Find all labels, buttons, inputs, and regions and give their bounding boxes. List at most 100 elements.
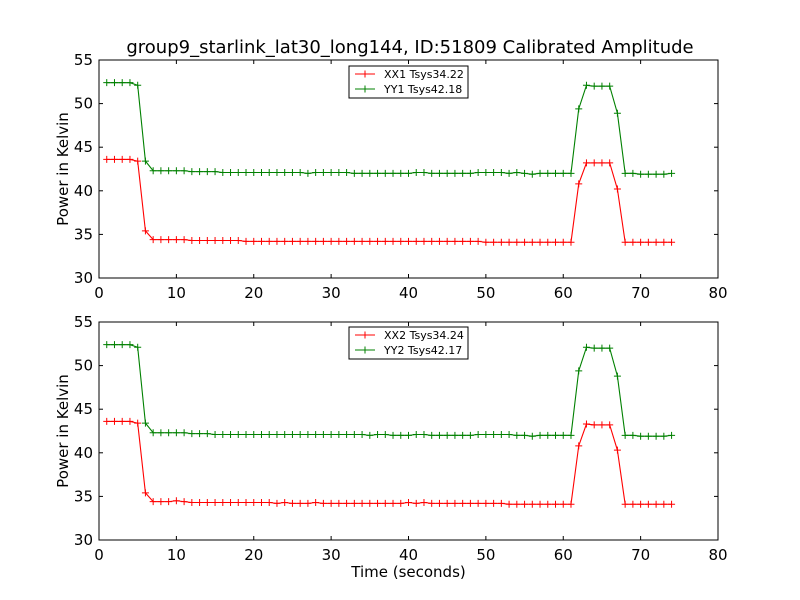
data-point: [234, 499, 242, 507]
data-point: [203, 237, 211, 245]
x-tick-label: 60: [554, 546, 573, 564]
data-point: [474, 237, 482, 245]
data-point: [443, 431, 451, 439]
y-tick-label: 45: [74, 400, 93, 418]
data-point: [312, 430, 320, 438]
x-tick-label: 30: [322, 546, 341, 564]
data-point: [660, 170, 668, 178]
data-point: [660, 500, 668, 508]
data-point: [227, 168, 235, 176]
data-point: [435, 499, 443, 507]
data-point: [552, 500, 560, 508]
data-point: [405, 169, 412, 177]
data-point: [141, 227, 149, 235]
data-point: [250, 237, 258, 245]
data-point: [265, 168, 273, 176]
data-point: [668, 169, 676, 177]
data-point: [165, 429, 173, 437]
data-point: [257, 168, 265, 176]
data-point: [474, 168, 482, 176]
legend: XX1 Tsys34.22 YY1 Tsys42.18: [348, 65, 469, 99]
subplot-1: 0 10 20 30 40 50 60 70 80 30 35 40 45 50 55 Power in Ke…: [54, 51, 728, 302]
legend-box: [348, 65, 469, 99]
data-point: [134, 343, 142, 351]
data-point: [420, 499, 428, 507]
data-point: [327, 237, 335, 245]
data-point: [118, 79, 126, 87]
data-point: [141, 419, 149, 427]
x-tick-label: 50: [476, 284, 495, 302]
data-point: [466, 431, 474, 439]
data-point: [126, 155, 134, 163]
data-point: [180, 167, 188, 175]
data-point: [613, 185, 621, 193]
data-point: [273, 430, 281, 438]
data-point: [613, 109, 621, 117]
data-point: [590, 82, 598, 90]
x-tick-label: 40: [399, 284, 418, 302]
data-point: [358, 499, 366, 507]
data-point: [397, 237, 405, 245]
data-point: [621, 238, 629, 246]
data-point: [606, 82, 614, 90]
data-point: [567, 431, 575, 439]
data-point: [582, 343, 590, 351]
data-point: [536, 238, 544, 246]
data-point: [165, 498, 173, 506]
data-point: [134, 81, 142, 89]
data-point: [544, 238, 552, 246]
data-point: [644, 238, 652, 246]
data-point: [513, 238, 521, 246]
data-point: [288, 499, 296, 507]
x-tick-label: 70: [631, 546, 650, 564]
x-axis-label: Time (seconds): [350, 563, 466, 581]
data-point: [172, 429, 180, 437]
legend-swatch-marker: [361, 85, 369, 93]
data-point: [466, 169, 474, 177]
data-point: [242, 430, 250, 438]
data-point: [126, 341, 134, 349]
data-point: [149, 429, 157, 437]
data-point: [435, 237, 443, 245]
data-point: [521, 500, 529, 508]
data-point: [211, 168, 219, 176]
data-point: [652, 170, 660, 178]
data-point: [544, 500, 552, 508]
data-point: [273, 499, 281, 507]
data-point: [203, 430, 211, 438]
data-point: [304, 237, 312, 245]
data-point: [536, 169, 544, 177]
data-point: [497, 238, 505, 246]
data-point: [559, 169, 567, 177]
data-point: [637, 238, 645, 246]
data-point: [319, 430, 327, 438]
data-point: [343, 168, 351, 176]
data-point: [598, 344, 606, 352]
data-point: [211, 499, 219, 507]
data-point: [505, 430, 513, 438]
data-point: [281, 168, 289, 176]
data-point: [451, 237, 459, 245]
data-point: [459, 169, 467, 177]
x-tick-label: 70: [631, 284, 650, 302]
data-point: [405, 237, 412, 245]
data-point: [358, 237, 366, 245]
data-point: [660, 432, 668, 440]
data-point: [188, 168, 196, 176]
data-point: [575, 105, 583, 113]
y-tick-label: 40: [74, 444, 93, 462]
data-point: [652, 238, 660, 246]
data-point: [288, 168, 296, 176]
data-point: [443, 237, 451, 245]
y-tick-label: 55: [74, 313, 93, 331]
legend-label: YY2 Tsys42.17: [383, 344, 462, 357]
data-point: [350, 499, 358, 507]
data-point: [273, 168, 281, 176]
data-point: [157, 429, 165, 437]
data-point: [513, 168, 521, 176]
data-point: [474, 430, 482, 438]
data-point: [497, 499, 505, 507]
data-point: [521, 431, 529, 439]
data-point: [234, 430, 242, 438]
data-point: [211, 237, 219, 245]
